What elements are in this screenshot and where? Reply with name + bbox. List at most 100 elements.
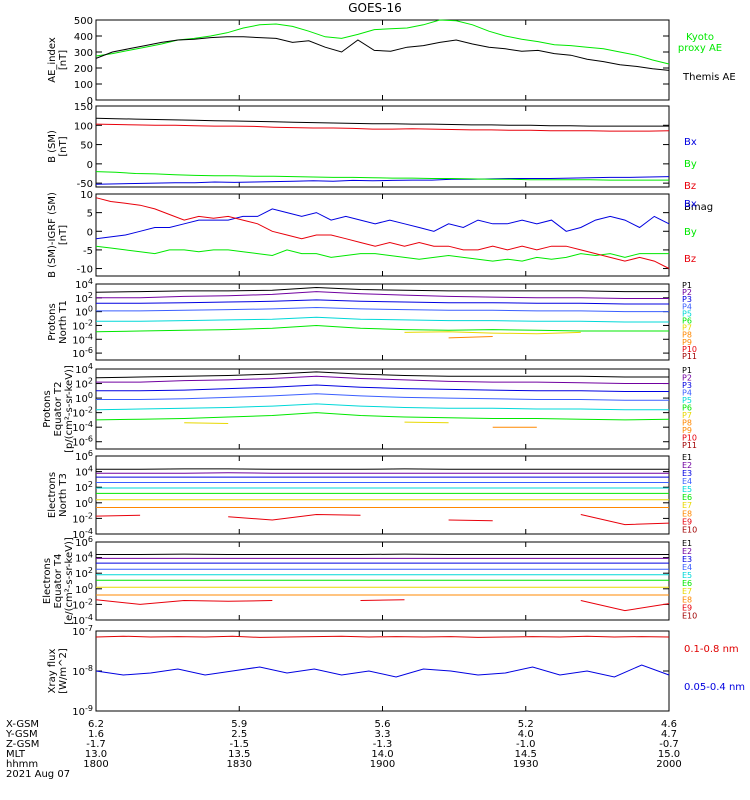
x-row-label: MLT (6, 749, 26, 760)
x-date-label: 2021 Aug 07 (6, 769, 70, 780)
series-line-p1 (95, 371, 669, 379)
series-line-p1 (95, 286, 669, 293)
series-line-p6 (95, 412, 670, 421)
legend-xray-short: 0.05-0.4 nm (684, 682, 745, 693)
series-line-bmag (95, 117, 669, 127)
x-tick-value: 1900 (370, 759, 395, 770)
y-tick-label: 50 (80, 141, 93, 152)
series-line-e9 (580, 514, 670, 526)
x-tick-value: -1.3 (373, 739, 393, 750)
x-row-label: hhmm (6, 759, 38, 770)
legend-p7: P7 (682, 324, 692, 333)
series-line-p6 (95, 324, 669, 333)
legend-p10: P10 (682, 433, 697, 442)
y-tick-label: 104 (75, 277, 93, 291)
series-line-p7 (404, 421, 449, 424)
y-tick-label: 104 (75, 362, 93, 376)
legend-e7: E7 (682, 501, 692, 510)
legend-p11: P11 (682, 352, 697, 361)
x-tick-value: 1830 (227, 759, 252, 770)
x-tick-value: 1930 (513, 759, 538, 770)
y-tick-label: 200 (74, 64, 93, 75)
series-line-p8 (448, 336, 493, 339)
legend-bz: Bz (684, 181, 696, 192)
legend-e9: E9 (682, 603, 692, 612)
series-line-0-1-0-8-nm (95, 635, 670, 638)
series-line-e9 (95, 514, 141, 517)
y-axis-label: [e/(cm²-s-sr-keV)] (64, 537, 75, 625)
series-line-p3 (96, 384, 669, 392)
y-tick-label: 104 (75, 465, 93, 479)
legend-e1: E1 (682, 453, 692, 462)
y-tick-label: 102 (75, 480, 93, 494)
legend-e4: E4 (682, 477, 692, 486)
x-tick-value: 5.2 (518, 719, 534, 730)
y-axis-label: [W/m^2] (58, 648, 69, 694)
legend-p1: P1 (682, 366, 692, 375)
series-line-p4 (96, 393, 669, 401)
series-line-kyoto-proxy-ae (95, 19, 670, 65)
legend-e4: E4 (682, 563, 692, 572)
panel-3 (95, 193, 670, 277)
legend-kyoto-proxy-ae: Kyoto (686, 32, 714, 43)
x-tick-value: 2000 (656, 759, 681, 770)
y-tick-label: 100 (75, 582, 93, 596)
legend-e7: E7 (682, 587, 692, 596)
y-axis-label: Electrons (42, 558, 53, 604)
legend-p6: P6 (682, 403, 692, 412)
series-line-bx (95, 208, 670, 240)
y-tick-label: 500 (74, 16, 93, 27)
y-tick-label: 10-6 (72, 346, 93, 360)
legend-p9: P9 (682, 338, 692, 347)
y-axis-label: [p/(cm²-s-sr-keV)] (64, 365, 75, 453)
x-tick-value: 4.7 (661, 729, 677, 740)
legend-by: By (684, 159, 697, 170)
y-axis-label: Protons (47, 303, 58, 340)
x-tick-value: 5.6 (375, 719, 391, 730)
x-row-label: Y-GSM (5, 729, 38, 740)
x-row-label: Z-GSM (6, 739, 39, 750)
y-axis-label: Equator T2 (53, 382, 64, 437)
y-tick-label: 102 (75, 291, 93, 305)
y-tick-label: 10-6 (72, 435, 93, 449)
y-axis-label: Xray flux (47, 649, 58, 694)
series-line-themis-ae (95, 36, 670, 71)
y-tick-label: 104 (75, 551, 93, 565)
x-tick-value: 14.5 (515, 749, 537, 760)
legend-e6: E6 (682, 579, 692, 588)
panel-frame (95, 455, 670, 535)
legend-p6: P6 (682, 317, 692, 326)
y-axis-label: Equator T4 (53, 554, 64, 609)
series-line-e9 (448, 519, 493, 522)
legend-p4: P4 (682, 302, 692, 311)
legend-p1: P1 (682, 281, 692, 290)
legend-e2: E2 (682, 461, 692, 470)
series-line-p4 (96, 306, 669, 313)
y-tick-label: -10 (77, 265, 93, 276)
y-tick-label: 300 (74, 48, 93, 59)
chart-title: GOES-16 (348, 1, 402, 15)
y-tick-label: 100 (74, 121, 93, 132)
legend-bx: Bx (684, 199, 697, 210)
series-line-e9 (95, 599, 273, 605)
y-tick-label: 150 (74, 102, 93, 113)
panel-8 (95, 630, 670, 712)
series-line-p7 (404, 331, 581, 335)
panel-4 (95, 283, 670, 361)
y-tick-label: 0 (87, 227, 93, 238)
y-tick-label: 10-2 (72, 597, 93, 611)
panel-frame (95, 19, 670, 101)
y-tick-label: 10-7 (72, 624, 93, 638)
legend-e10: E10 (682, 525, 697, 534)
series-line-e9 (580, 600, 670, 612)
x-row-label: X-GSM (6, 719, 39, 730)
legend-p8: P8 (682, 331, 692, 340)
series-line-bx (95, 176, 670, 185)
series-line-bz (95, 197, 670, 269)
y-tick-label: 10 (80, 190, 93, 201)
y-tick-label: 0 (87, 96, 93, 107)
y-tick-label: -5 (83, 246, 93, 257)
legend-bx: Bx (684, 137, 697, 148)
legend-e8: E8 (682, 595, 692, 604)
